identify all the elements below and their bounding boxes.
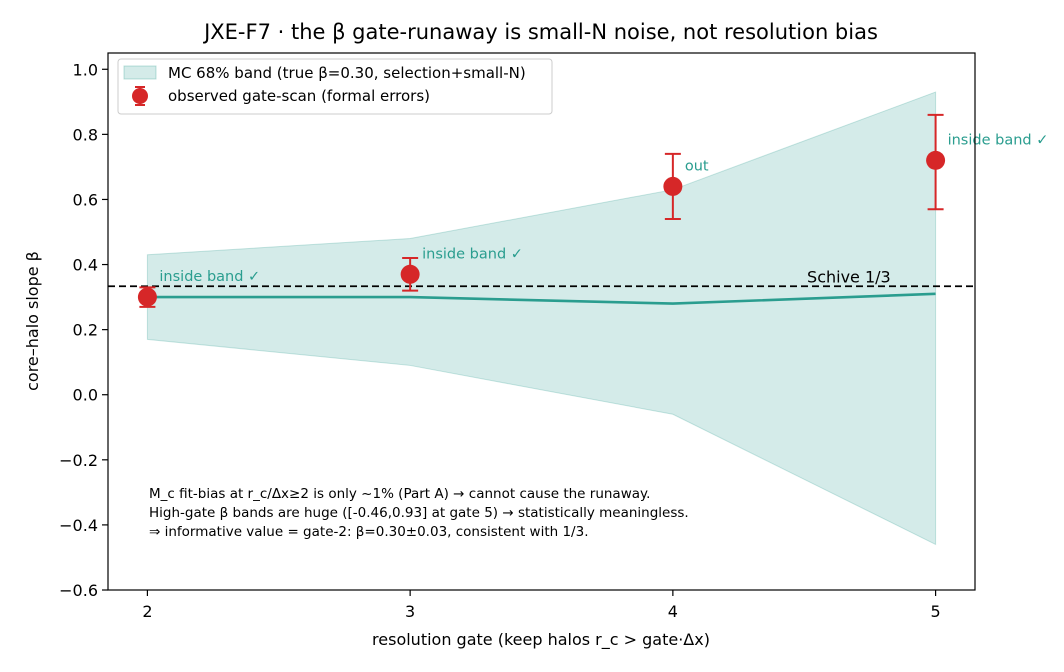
y-tick-label: 0.4 — [73, 256, 98, 275]
x-axis: 2 3 4 5 — [142, 590, 941, 621]
x-tick-label: 2 — [142, 602, 152, 621]
point-label: inside band ✓ — [159, 269, 260, 285]
legend-points-marker — [132, 86, 148, 106]
observed-point — [663, 152, 683, 220]
annotation-line-1: M_c fit-bias at r_c/Δx≥2 is only ~1% (Pa… — [149, 486, 650, 502]
x-tick-label: 3 — [405, 602, 415, 621]
legend-band-label: MC 68% band (true β=0.30, selection+smal… — [168, 64, 526, 82]
annotation-line-2: High-gate β bands are huge ([-0.46,0.93]… — [149, 505, 689, 521]
y-tick-label: 0.6 — [73, 190, 98, 209]
observed-point — [926, 113, 946, 211]
schive-reference-label: Schive 1/3 — [807, 267, 891, 286]
observed-point — [400, 257, 420, 292]
y-tick-label: −0.6 — [59, 581, 98, 600]
point-label: out — [685, 158, 709, 174]
mc-band — [146, 91, 937, 546]
y-tick-label: 1.0 — [73, 60, 98, 79]
x-tick-label: 5 — [930, 602, 940, 621]
legend-points-label: observed gate-scan (formal errors) — [168, 87, 430, 105]
legend-band-swatch — [123, 65, 157, 80]
observed-point — [137, 286, 157, 308]
y-tick-label: 0.8 — [73, 125, 98, 144]
x-tick-label: 4 — [668, 602, 678, 621]
y-tick-label: −0.4 — [59, 516, 98, 535]
y-axis: −0.6 −0.4 −0.2 0.0 0.2 0.4 0.6 0.8 1.0 — [59, 60, 108, 600]
y-axis-label: core–halo slope β — [23, 251, 42, 391]
legend-box — [117, 58, 553, 115]
y-tick-label: 0.0 — [73, 386, 98, 405]
point-marker — [663, 176, 683, 196]
point-marker — [400, 264, 420, 284]
annotation-box: M_c fit-bias at r_c/Δx≥2 is only ~1% (Pa… — [149, 486, 689, 540]
mc-median-line — [147, 292, 936, 305]
point-marker — [137, 287, 157, 307]
chart-title: JXE-F7 · the β gate-runaway is small-N n… — [202, 20, 878, 44]
observed-points-layer — [137, 113, 946, 308]
point-label: inside band ✓ — [422, 246, 523, 262]
plot-area: Schive 1/3 inside band ✓ inside band ✓ out… — [108, 91, 1048, 546]
y-tick-label: 0.2 — [73, 321, 98, 340]
plot-frame — [107, 52, 976, 591]
point-marker — [926, 150, 946, 170]
y-tick-label: −0.2 — [59, 451, 98, 470]
x-axis-label: resolution gate (keep halos r_c > gate·Δ… — [372, 630, 710, 650]
point-labels-layer: inside band ✓ inside band ✓ out inside band… — [159, 132, 1048, 285]
legend: MC 68% band (true β=0.30, selection+smal… — [117, 58, 553, 115]
point-label: inside band ✓ — [948, 132, 1049, 148]
annotation-line-3: ⇒ informative value = gate-2: β=0.30±0.0… — [149, 524, 588, 540]
